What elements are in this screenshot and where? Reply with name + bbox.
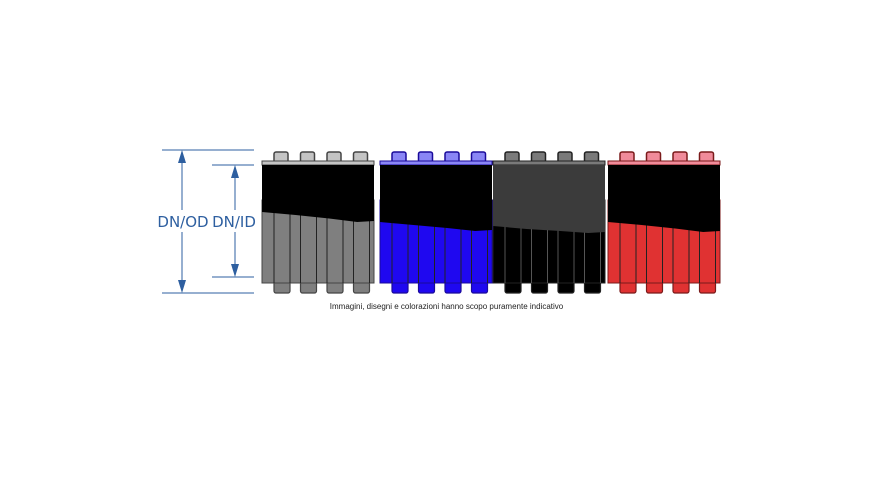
id-arrow-up-icon [231, 165, 239, 178]
pipe-red [607, 151, 721, 294]
pipe-black [492, 151, 606, 294]
pipe-blue [379, 151, 493, 294]
od-label: DN/OD [157, 213, 208, 231]
dimension-od: DN/OD [157, 149, 254, 294]
od-arrow-down-icon [178, 280, 186, 293]
pipe-gray [261, 151, 375, 294]
top-band [492, 160, 606, 166]
top-band [607, 160, 721, 166]
pipes [261, 151, 721, 294]
id-label: DN/ID [212, 213, 256, 231]
top-band [379, 160, 493, 166]
top-band [261, 160, 375, 166]
inner-wall [380, 165, 492, 231]
id-arrow-down-icon [231, 264, 239, 277]
inner-wall [262, 165, 374, 222]
dimension-id: DN/ID [212, 164, 256, 278]
disclaimer-caption: Immagini, disegni e colorazioni hanno sc… [329, 302, 564, 311]
inner-wall [493, 165, 605, 233]
inner-wall [608, 165, 720, 232]
od-arrow-up-icon [178, 150, 186, 163]
